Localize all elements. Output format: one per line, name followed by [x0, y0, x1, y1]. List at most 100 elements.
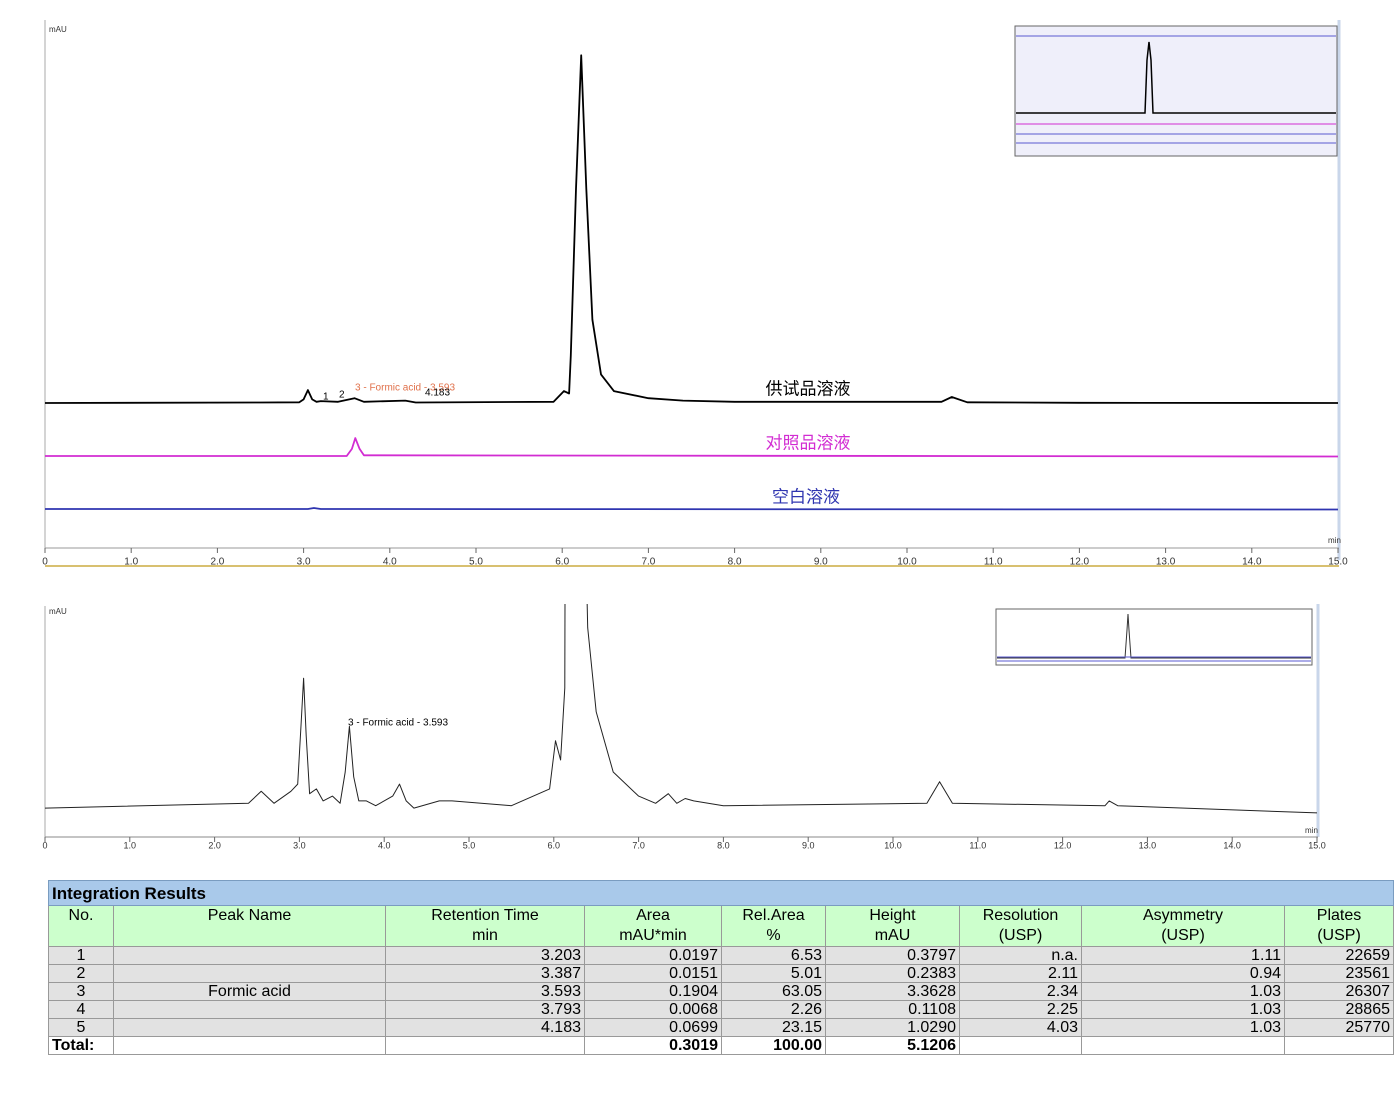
x-tick-label: 13.0 [1139, 840, 1157, 850]
table-cell: 22659 [1284, 946, 1394, 965]
header-title: Retention Time [431, 907, 539, 924]
table-cell: 1.03 [1081, 1000, 1285, 1019]
table-cell: 0.0151 [584, 964, 722, 983]
total-cell [1081, 1036, 1285, 1055]
column-header: Area mAU*min [584, 905, 722, 947]
table-cell: 26307 [1284, 982, 1394, 1001]
x-tick-label: 0 [42, 840, 47, 850]
total-cell [959, 1036, 1082, 1055]
table-cell: 23561 [1284, 964, 1394, 983]
header-unit: mAU*min [619, 927, 687, 944]
table-cell: 2.26 [721, 1000, 826, 1019]
header-title: Height [869, 907, 916, 924]
trace [45, 54, 1339, 404]
table-cell: 0.1108 [825, 1000, 960, 1019]
peak-annotation: 3 - Formic acid - 3.593 [355, 383, 455, 394]
x-tick-label: 11.0 [969, 840, 986, 850]
column-header: No. [48, 905, 114, 947]
x-tick-label: 5.0 [463, 840, 476, 850]
traces [45, 604, 1318, 814]
table-cell: Formic acid [113, 982, 386, 1001]
table-cell [113, 1018, 386, 1037]
table-cell: 0.3797 [825, 946, 960, 965]
table-cell: 6.53 [721, 946, 826, 965]
header-unit: (USP) [1161, 927, 1205, 944]
x-tick-label: 10.0 [884, 840, 902, 850]
x-tick-label: 2.0 [210, 557, 224, 568]
table-cell: 2 [48, 964, 114, 983]
table-row: No. Peak Name Retention Time min Area mAU*min… [48, 905, 1394, 947]
x-tick-label: 8.0 [717, 840, 730, 850]
table-cell: 1.0290 [825, 1018, 960, 1037]
header-title: Resolution [982, 907, 1059, 924]
table-cell [113, 964, 386, 983]
table-cell [113, 946, 386, 965]
x-axis-label: min [1305, 826, 1318, 835]
table-cell: 1.11 [1081, 946, 1285, 965]
table-cell: 4 [48, 1000, 114, 1019]
table-cell: 4.03 [959, 1018, 1082, 1037]
table-cell: 1.03 [1081, 982, 1285, 1001]
table-cell: 3 [48, 982, 114, 1001]
integration-table: Integration Results No. Peak Name Retention… [48, 880, 1394, 1055]
x-tick-label: 12.0 [1054, 840, 1072, 850]
table-cell: 28865 [1284, 1000, 1394, 1019]
x-tick-label: 5.0 [469, 557, 483, 568]
overview-inset [1014, 25, 1338, 157]
table-cell: 0.94 [1081, 964, 1285, 983]
x-tick-label: 6.0 [548, 840, 561, 850]
x-tick-label: 3.0 [293, 840, 306, 850]
x-tick-label: 12.0 [1070, 557, 1090, 568]
x-tick-label: 13.0 [1156, 557, 1176, 568]
table-cell: 0.0068 [584, 1000, 722, 1019]
x-tick-label: 7.0 [641, 557, 655, 568]
header-title: Plates [1316, 907, 1362, 924]
table-cell: 0.1904 [584, 982, 722, 1001]
table-cell: 3.3628 [825, 982, 960, 1001]
x-tick-label: 9.0 [802, 840, 815, 850]
x-tick-label: 10.0 [897, 557, 917, 568]
table-cell: 3.203 [385, 946, 585, 965]
x-tick-label: 11.0 [984, 557, 1003, 568]
trace-label: 供试品溶液 [766, 379, 851, 398]
table-cell [113, 1000, 386, 1019]
header-title: Area [636, 907, 670, 924]
total-cell [113, 1036, 386, 1055]
table-cell: 1.03 [1081, 1018, 1285, 1037]
x-tick-label: 9.0 [814, 557, 828, 568]
x-tick-label: 0 [42, 557, 48, 568]
peak-annotation: 2 [339, 390, 345, 401]
table-cell: 3.387 [385, 964, 585, 983]
column-header: Plates (USP) [1284, 905, 1394, 947]
total-cell: 0.3019 [584, 1036, 722, 1055]
table-cell: 5.01 [721, 964, 826, 983]
x-axis-label: min [1328, 536, 1341, 545]
total-cell [385, 1036, 585, 1055]
header-title: Rel.Area [742, 907, 805, 924]
table-cell: 4.183 [385, 1018, 585, 1037]
trace [45, 437, 1339, 458]
overview-inset [995, 608, 1313, 666]
table-cell: 0.0699 [584, 1018, 722, 1037]
peak-annotation: 1 [323, 392, 329, 403]
header-title: No. [68, 907, 94, 924]
x-tick-label: 2.0 [208, 840, 221, 850]
x-tick-label: 14.0 [1223, 840, 1241, 850]
table-cell: 0.0197 [584, 946, 722, 965]
column-header: Retention Time min [385, 905, 585, 947]
x-tick-label: 4.0 [378, 840, 391, 850]
column-header: Resolution (USP) [959, 905, 1082, 947]
total-cell [1284, 1036, 1394, 1055]
x-tick-label: 15.0 [1308, 840, 1326, 850]
traces [45, 54, 1339, 511]
column-header: Peak Name [113, 905, 386, 947]
peak-annotation: 3 - Formic acid - 3.593 [348, 718, 448, 729]
y-axis-label: mAU [49, 25, 67, 34]
trace-label: 对照品溶液 [766, 433, 851, 452]
table-cell: 5 [48, 1018, 114, 1037]
header-unit: min [472, 927, 498, 944]
header-unit: % [766, 927, 781, 944]
column-header: Rel.Area% [721, 905, 826, 947]
